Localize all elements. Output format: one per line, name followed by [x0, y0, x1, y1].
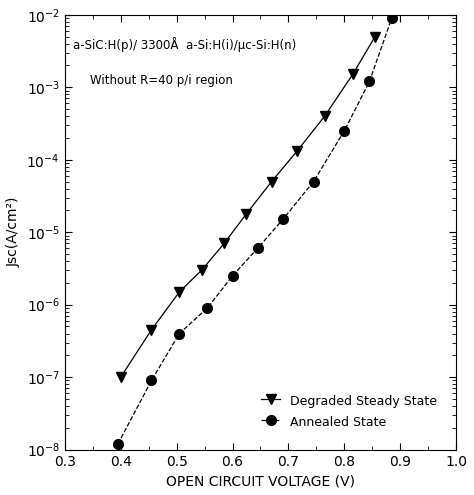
Degraded Steady State: [177, 289, 182, 295]
Degraded Steady State: [199, 267, 205, 273]
Line: Annealed State: Annealed State: [113, 13, 397, 449]
Degraded Steady State: [322, 113, 328, 119]
Degraded Steady State: [350, 71, 356, 77]
Annealed State: [149, 378, 155, 384]
Annealed State: [204, 305, 210, 311]
Legend: Degraded Steady State, Annealed State: Degraded Steady State, Annealed State: [256, 388, 442, 435]
Annealed State: [389, 15, 395, 21]
Y-axis label: Jsc(A/cm²): Jsc(A/cm²): [7, 197, 21, 267]
Degraded Steady State: [372, 34, 378, 40]
Degraded Steady State: [244, 211, 249, 217]
Degraded Steady State: [269, 179, 274, 185]
Annealed State: [115, 441, 121, 447]
Annealed State: [310, 179, 316, 185]
X-axis label: OPEN CIRCUIT VOLTAGE (V): OPEN CIRCUIT VOLTAGE (V): [166, 474, 355, 488]
Annealed State: [341, 128, 347, 134]
Degraded Steady State: [118, 374, 124, 380]
Degraded Steady State: [294, 148, 300, 154]
Annealed State: [255, 246, 261, 251]
Degraded Steady State: [221, 241, 227, 247]
Text: a-SiC:H(p)/ 3300Å  a-Si:H(i)/μc-Si:H(n): a-SiC:H(p)/ 3300Å a-Si:H(i)/μc-Si:H(n): [73, 37, 297, 51]
Annealed State: [280, 216, 286, 222]
Annealed State: [177, 331, 182, 337]
Annealed State: [230, 273, 236, 279]
Annealed State: [366, 79, 372, 85]
Text: Without R=40 p/i region: Without R=40 p/i region: [90, 74, 233, 88]
Degraded Steady State: [149, 327, 155, 333]
Line: Degraded Steady State: Degraded Steady State: [116, 32, 380, 382]
